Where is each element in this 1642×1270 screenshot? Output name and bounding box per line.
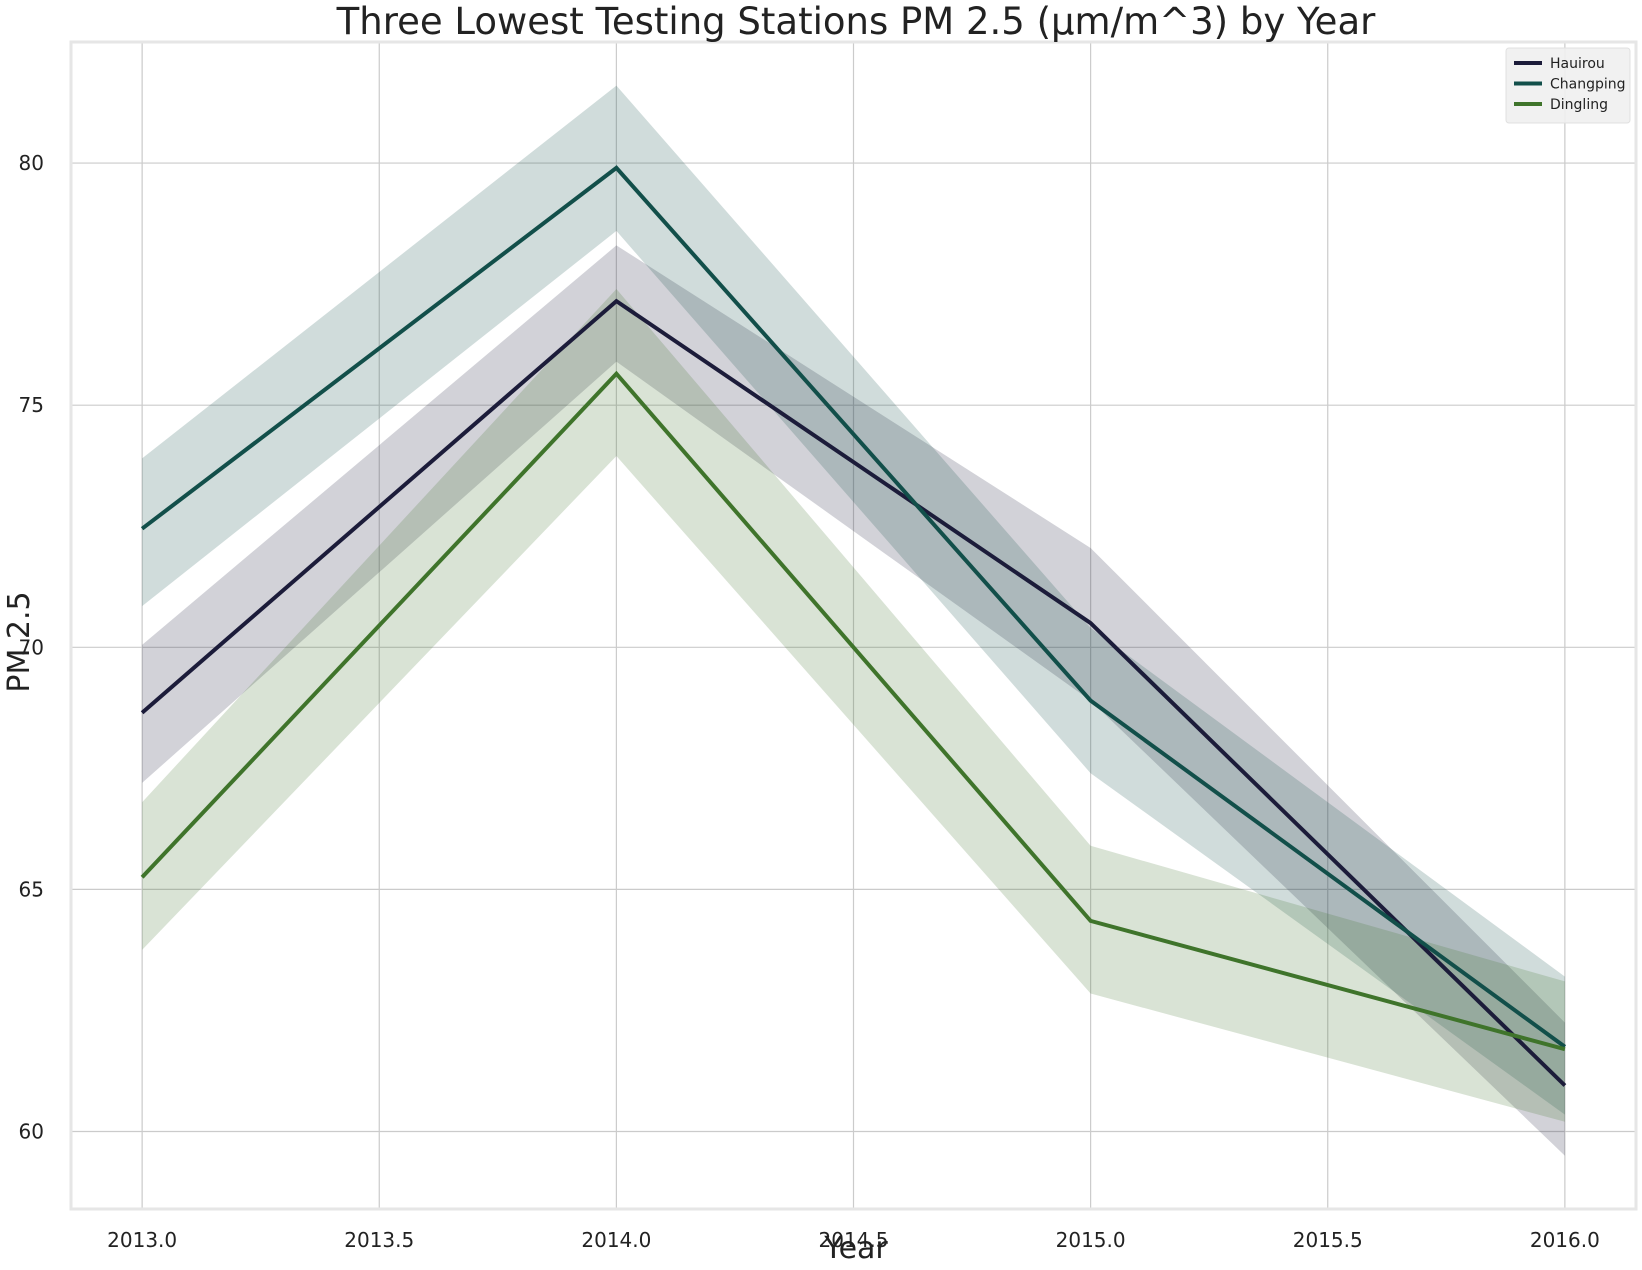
plot-frame (69, 40, 1638, 1211)
y-tick-label: 70 (19, 635, 44, 659)
y-tick-label: 75 (19, 393, 44, 417)
x-tick-label: 2014.0 (581, 1228, 651, 1252)
x-tick-label: 2013.0 (107, 1228, 177, 1252)
y-tick-label: 65 (19, 877, 44, 901)
legend-label-hauirou: Hauirou (1550, 56, 1605, 72)
x-tick-label: 2015.5 (1293, 1228, 1363, 1252)
chart-title: Three Lowest Testing Stations PM 2.5 (µm… (336, 0, 1376, 43)
y-tick-labels: 60 65 70 75 80 (19, 151, 44, 1143)
legend-label-changping: Changping (1550, 77, 1626, 93)
legend-label-dingling: Dingling (1550, 97, 1608, 113)
y-tick-label: 60 (19, 1120, 44, 1144)
confidence-band-hauirou (142, 245, 1565, 1156)
confidence-band-changping (142, 85, 1565, 1115)
series-line-changping (140, 165, 1567, 1049)
x-tick-label: 2013.5 (344, 1228, 414, 1252)
series-line-hauirou (140, 298, 1567, 1087)
x-tick-labels: 2013.0 2013.5 2014.0 2014.5 2015.0 2015.5 2016… (107, 1228, 1600, 1252)
y-axis-label: PM 2.5 (2, 591, 37, 692)
x-tick-label: 2015.0 (1056, 1228, 1126, 1252)
x-tick-label: 2016.0 (1530, 1228, 1600, 1252)
series-lines (140, 165, 1567, 1087)
series-line-dingling (140, 370, 1566, 1052)
x-axis-label: Year (823, 1231, 888, 1266)
legend: Hauirou Changping Dingling (1505, 47, 1631, 124)
y-tick-label: 80 (19, 151, 44, 175)
x-tick-label: 2014.5 (819, 1228, 889, 1252)
